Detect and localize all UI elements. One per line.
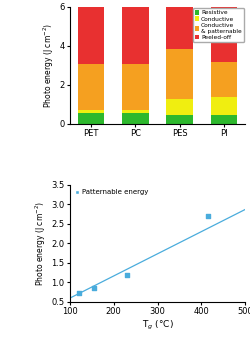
Bar	[78, 113, 104, 124]
Point	[77, 291, 81, 296]
Point	[92, 285, 96, 291]
Bar	[210, 62, 237, 97]
Point	[125, 272, 129, 277]
Bar	[166, 98, 193, 115]
Legend: Patternable energy: Patternable energy	[72, 187, 150, 197]
Bar	[78, 0, 104, 64]
Bar	[166, 49, 193, 98]
Bar	[122, 113, 149, 124]
Bar	[210, 97, 237, 115]
Y-axis label: Photo energy (J cm$^{-2}$): Photo energy (J cm$^{-2}$)	[34, 201, 48, 286]
Bar	[122, 110, 149, 113]
Bar	[78, 110, 104, 113]
Bar	[166, 0, 193, 49]
Bar	[122, 64, 149, 110]
Legend: Resistive, Conductive, Conductive
& patternable, Peeled-off: Resistive, Conductive, Conductive & patt…	[192, 8, 244, 42]
Point	[206, 213, 210, 219]
Bar	[78, 64, 104, 110]
X-axis label: T$_g$ (°C): T$_g$ (°C)	[142, 319, 174, 332]
Bar	[210, 0, 237, 62]
Bar	[210, 115, 237, 124]
Bar	[166, 115, 193, 124]
Bar	[122, 0, 149, 64]
Y-axis label: Photo energy (J cm$^{-2}$): Photo energy (J cm$^{-2}$)	[42, 23, 56, 108]
